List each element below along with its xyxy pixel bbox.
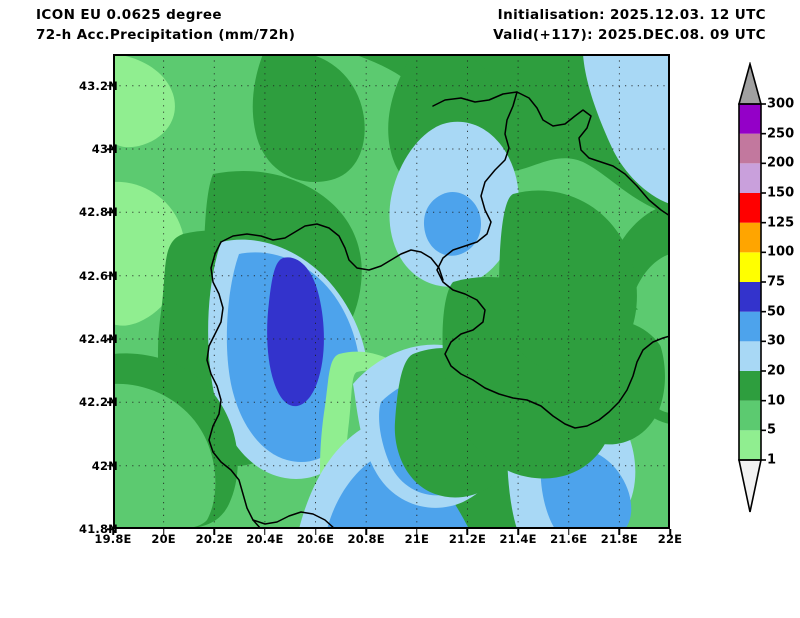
y-axis-tick-mark bbox=[107, 401, 113, 404]
x-axis-tick-label: 20.4E bbox=[246, 532, 284, 546]
y-axis-tick-mark bbox=[107, 338, 113, 340]
x-axis-tick-label: 21E bbox=[404, 532, 430, 546]
y-axis-tick-label: 42.4N bbox=[79, 332, 118, 346]
y-axis-tick-label: 43.2N bbox=[79, 78, 118, 93]
colorbar-band bbox=[739, 400, 761, 431]
x-axis-tick-label: 19.8E bbox=[94, 532, 132, 546]
colorbar-legend: 1 5 10 20 30 50 75 100 125 150 200 250 300 bbox=[737, 62, 799, 517]
y-axis-tick-label: 42.8N bbox=[79, 205, 118, 220]
colorbar-tick-label: 20 bbox=[767, 363, 786, 379]
colorbar-swatches bbox=[737, 62, 766, 513]
x-axis-tick-label: 20E bbox=[151, 532, 176, 546]
colorbar-tick-label: 10 bbox=[767, 393, 786, 409]
colorbar-band bbox=[739, 311, 761, 342]
colorbar-band bbox=[739, 341, 761, 371]
x-axis-tick-label: 20.8E bbox=[347, 532, 385, 546]
y-axis-tick-label: 42.6N bbox=[79, 268, 118, 283]
colorbar-tick-label: 250 bbox=[767, 126, 795, 142]
colorbar-band bbox=[739, 252, 761, 282]
colorbar-tick-label: 125 bbox=[767, 215, 795, 231]
colorbar-band bbox=[739, 371, 761, 401]
colorbar-band bbox=[739, 222, 761, 253]
colorbar-tick-label: 1 bbox=[767, 452, 777, 468]
x-axis-tick-mark bbox=[567, 529, 570, 535]
colorbar-band bbox=[739, 193, 761, 223]
y-axis-tick-label: 41.8N bbox=[79, 522, 118, 536]
colorbar-band bbox=[739, 104, 761, 134]
x-axis-tick-mark bbox=[517, 529, 519, 535]
y-axis-tick-mark bbox=[107, 211, 113, 214]
x-axis-tick-label: 22E bbox=[657, 532, 683, 546]
x-axis-tick-mark bbox=[213, 529, 216, 535]
precipitation-map-plot bbox=[113, 54, 670, 529]
y-axis-tick-label: 42.2N bbox=[79, 395, 118, 410]
precipitation-contour-field bbox=[113, 54, 670, 529]
x-axis-tick-label: 20.2E bbox=[195, 532, 233, 546]
x-axis-tick-label: 21.2E bbox=[448, 532, 487, 546]
colorbar-tick-label: 5 bbox=[767, 422, 777, 438]
colorbar-tick-label: 200 bbox=[767, 155, 795, 171]
colorbar-tick-label: 150 bbox=[767, 185, 795, 201]
colorbar-tick-label: 100 bbox=[767, 244, 795, 260]
x-axis-tick-mark bbox=[162, 529, 165, 535]
x-axis-tick-mark bbox=[466, 529, 469, 535]
colorbar-tick-label: 75 bbox=[767, 274, 786, 290]
x-axis-tick-mark bbox=[416, 529, 418, 535]
x-axis-tick-mark bbox=[365, 529, 367, 535]
x-axis-tick-label: 21.8E bbox=[600, 532, 638, 546]
x-axis-tick-mark bbox=[669, 529, 671, 535]
y-axis-tick-label: 42N bbox=[91, 458, 118, 473]
x-axis-tick-mark bbox=[264, 529, 266, 535]
x-axis-tick-mark bbox=[618, 529, 621, 535]
y-axis-tick-mark bbox=[107, 84, 113, 87]
x-axis-tick-mark bbox=[112, 529, 114, 535]
header-field-line: 72-h Acc.Precipitation (mm/72h) bbox=[36, 27, 296, 43]
x-axis-tick-label: 21.6E bbox=[550, 532, 588, 546]
colorbar-tick-label: 30 bbox=[767, 333, 786, 349]
colorbar-tick-label: 300 bbox=[767, 96, 795, 112]
y-axis-tick-mark bbox=[107, 274, 113, 277]
header-valid-line: Valid(+117): 2025.DEC.08. 09 UTC bbox=[493, 27, 766, 43]
y-axis-tick-mark bbox=[107, 528, 113, 530]
header-model-line: ICON EU 0.0625 degree bbox=[36, 7, 222, 23]
country-border-line bbox=[206, 91, 670, 529]
x-axis-tick-label: 21.4E bbox=[499, 532, 537, 546]
header-initialisation-line: Initialisation: 2025.12.03. 12 UTC bbox=[497, 7, 766, 23]
x-axis-tick-label: 20.6E bbox=[296, 532, 335, 546]
colorbar-band bbox=[739, 163, 761, 193]
y-axis-tick-mark bbox=[107, 464, 113, 467]
colorbar-band bbox=[739, 133, 761, 164]
y-axis-tick-mark bbox=[107, 148, 113, 150]
colorbar-band bbox=[739, 430, 761, 460]
colorbar-tick-label: 50 bbox=[767, 304, 786, 320]
y-axis-tick-label: 43N bbox=[91, 142, 118, 156]
colorbar-band bbox=[739, 282, 761, 312]
x-axis-tick-mark bbox=[314, 529, 317, 535]
